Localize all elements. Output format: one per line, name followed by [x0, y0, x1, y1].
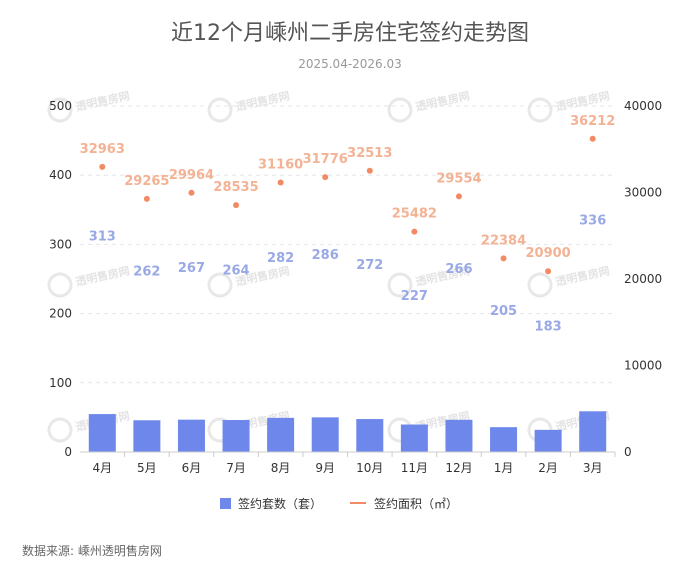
y-left-tick-label: 100 [49, 376, 72, 390]
line-value-label: 36212 [570, 114, 615, 129]
data-labels: 313 262 267 264 282 286 272 227 266 205 183 336 3296… [80, 114, 616, 335]
axes: 0 100 200 300 400 500 0 10000 20000 30000 40000 4月 5… [49, 99, 662, 475]
bar-value-label: 227 [401, 289, 428, 304]
line-point [188, 189, 195, 196]
line-value-label: 32513 [347, 146, 392, 161]
bar [445, 419, 473, 452]
legend-bar-label: 签约套数（套） [238, 496, 322, 511]
bar-value-label: 272 [356, 258, 383, 273]
watermark: 透明售房网 [47, 263, 131, 298]
y-right-tick-label: 0 [624, 445, 632, 459]
y-left-tick-label: 400 [49, 168, 72, 182]
chart-title: 近12个月嵊州二手房住宅签约走势图 [171, 21, 529, 46]
bar [133, 420, 161, 452]
watermark-text: 透明售房网 [554, 263, 611, 288]
bar [534, 429, 562, 452]
line-point [233, 202, 240, 209]
watermark-text: 透明售房网 [74, 263, 131, 288]
bar [579, 411, 607, 452]
bar-value-label: 183 [535, 319, 562, 334]
x-tick-label: 4月 [92, 461, 112, 475]
line-series [99, 135, 596, 275]
line-point [589, 135, 596, 142]
bar [400, 424, 428, 452]
line-point [411, 228, 418, 235]
line-value-label: 29265 [124, 174, 169, 189]
watermark-text: 透明售房网 [234, 88, 291, 113]
x-tick-label: 6月 [182, 461, 202, 475]
line-value-label: 29964 [169, 168, 214, 183]
legend-bar-swatch [220, 498, 231, 509]
line-point [455, 193, 462, 200]
bar-value-label: 205 [490, 304, 517, 319]
x-tick-label: 1月 [494, 461, 514, 475]
watermark: 透明售房网 [207, 88, 291, 123]
watermark-text: 透明售房网 [554, 88, 611, 113]
x-tick-label: 7月 [226, 461, 246, 475]
line-value-label: 25482 [392, 207, 437, 222]
bar [490, 427, 518, 452]
bar-value-label: 336 [579, 213, 606, 228]
y-left-tick-label: 300 [49, 237, 72, 251]
chart-subtitle: 2025.04-2026.03 [298, 57, 402, 71]
line-point [500, 255, 507, 262]
line-point [322, 174, 329, 181]
y-right-tick-label: 10000 [624, 359, 662, 373]
bar-series [88, 411, 607, 452]
line-point [545, 268, 552, 275]
bar-value-label: 282 [267, 251, 294, 266]
x-tick-label: 11月 [401, 461, 428, 475]
line-value-label: 31776 [303, 152, 348, 167]
x-tick-label: 3月 [583, 461, 603, 475]
line-point [366, 167, 373, 174]
bar [88, 414, 116, 452]
bar [177, 419, 205, 452]
x-tick-label: 8月 [271, 461, 291, 475]
y-right-tick-label: 20000 [624, 272, 662, 286]
bar [311, 417, 339, 452]
line-value-label: 28535 [213, 180, 258, 195]
line-value-label: 32963 [80, 142, 125, 157]
line-point [99, 163, 106, 170]
source-note: 数据来源: 嵊州透明售房网 [22, 543, 162, 558]
y-left-tick-label: 500 [49, 99, 72, 113]
legend: 签约套数（套） 签约面积（㎡） [220, 496, 458, 511]
line-point [277, 179, 284, 186]
y-right-tick-label: 30000 [624, 186, 662, 200]
y-right-tick-label: 40000 [624, 99, 662, 113]
bar-value-label: 286 [312, 248, 339, 263]
x-tick-label: 10月 [356, 461, 383, 475]
legend-line-label: 签约面积（㎡） [374, 496, 458, 511]
bar-value-label: 264 [222, 263, 249, 278]
y-left-tick-label: 0 [64, 445, 72, 459]
line-value-label: 22384 [481, 233, 526, 248]
line-value-label: 31160 [258, 157, 303, 172]
bar-value-label: 267 [178, 261, 205, 276]
bar-value-label: 313 [89, 229, 116, 244]
line-value-label: 20900 [526, 246, 571, 261]
bar [267, 417, 295, 452]
line-value-label: 29554 [436, 171, 481, 186]
watermark-text: 透明售房网 [414, 88, 471, 113]
bar-value-label: 266 [445, 262, 472, 277]
x-tick-label: 9月 [315, 461, 335, 475]
watermark: 透明售房网 [527, 263, 611, 298]
bar-value-label: 262 [133, 265, 160, 280]
bar [356, 419, 384, 452]
grid-lines [80, 105, 615, 384]
x-tick-label: 2月 [538, 461, 558, 475]
x-tick-label: 5月 [137, 461, 157, 475]
y-left-tick-label: 200 [49, 307, 72, 321]
bar [222, 420, 250, 452]
watermark: 透明售房网 [387, 88, 471, 123]
watermark-text: 透明售房网 [74, 88, 131, 113]
x-tick-label: 12月 [445, 461, 472, 475]
line-point [143, 195, 150, 202]
